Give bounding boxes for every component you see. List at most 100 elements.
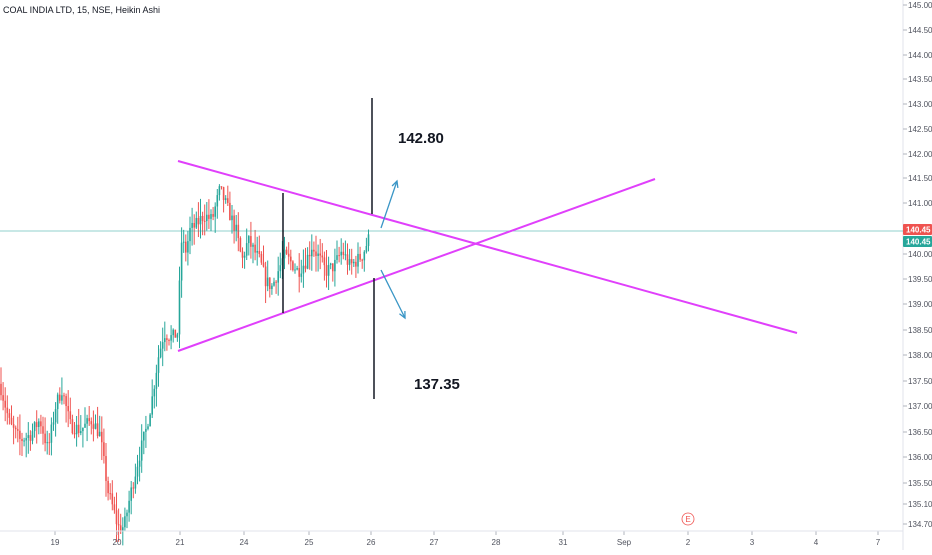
candle-body [350, 259, 353, 264]
candle-body [2, 395, 4, 401]
candle-body [56, 394, 59, 410]
candle-body [94, 423, 97, 429]
candle-body [367, 234, 370, 246]
candle-body [363, 251, 366, 261]
candle-body [105, 456, 107, 481]
candle-body [119, 525, 122, 532]
last-price-badge [903, 224, 932, 235]
candle-body [23, 440, 25, 442]
candle-body [117, 524, 120, 526]
price-tick-label: 137.00 [908, 402, 932, 411]
candle-body [29, 435, 32, 441]
candle-body [170, 335, 172, 341]
candle-body [0, 383, 2, 396]
candle-body [161, 342, 164, 349]
price-tick-label: 144.50 [908, 26, 932, 35]
candle-body [113, 504, 116, 511]
candle-body [80, 431, 82, 434]
candle-body [308, 254, 311, 257]
candle-body [145, 428, 147, 432]
candle-body [321, 255, 324, 258]
price-tick-label: 139.50 [908, 275, 932, 284]
candle-body [296, 268, 298, 270]
candle-body [111, 493, 114, 505]
candle-body [65, 396, 67, 407]
price-tick-label: 139.00 [908, 300, 932, 309]
candle-body [214, 206, 216, 217]
candle-body [40, 421, 42, 427]
breakout-up-arrow[interactable] [380, 180, 398, 229]
candle-body [164, 338, 166, 343]
candle-body [69, 411, 72, 420]
time-axis[interactable]: 19 20 21 24 25 26 27 28 31 Sep 2 3 4 7 E [0, 512, 903, 547]
price-axis[interactable]: 145.00 144.50 144.00 143.50 143.00 142.50 142.… [903, 1, 932, 529]
candle-body [98, 431, 101, 437]
candle-body [269, 277, 271, 290]
candle-body [283, 249, 286, 259]
candle-body [222, 187, 225, 201]
candle-body [25, 438, 27, 441]
price-tick-label: 138.50 [908, 326, 932, 335]
candle-body [71, 419, 74, 434]
upside-target-label: 142.80 [398, 130, 444, 147]
candle-body [294, 269, 296, 271]
candle-body [357, 253, 359, 267]
upper-trendline[interactable] [177, 160, 798, 334]
candle-body [10, 417, 13, 425]
candle-body [254, 244, 256, 253]
candle-body [107, 480, 109, 494]
candle-body [27, 435, 30, 439]
candle-body [218, 186, 221, 196]
candle-body [42, 426, 44, 434]
candle-body [332, 263, 334, 272]
candle-body [61, 395, 63, 401]
candle-body [193, 222, 195, 228]
candle-body [241, 251, 244, 258]
candle-body [46, 442, 48, 444]
price-tick-label: 141.50 [908, 174, 932, 183]
candle-body [264, 266, 267, 287]
time-tick-label: 4 [814, 538, 819, 547]
candle-body [101, 431, 103, 443]
candle-body [336, 255, 338, 260]
earnings-event-icon[interactable] [681, 512, 695, 526]
candle-body [174, 329, 177, 338]
candle-body [159, 348, 162, 358]
candle-body [155, 372, 158, 389]
candle-body [300, 273, 303, 277]
breakout-up-arrow-head [391, 179, 399, 189]
candle-body [216, 195, 219, 207]
candle-body [136, 466, 139, 477]
candle-body [140, 440, 143, 461]
candle-body [317, 253, 319, 257]
candle-body [252, 244, 254, 247]
candle-body [260, 253, 263, 263]
candle-body [206, 214, 208, 222]
candle-body [84, 423, 86, 428]
time-tick-label: 28 [492, 538, 501, 547]
lower-trendline[interactable] [177, 178, 656, 352]
candle-body [77, 424, 80, 434]
candle-body [157, 357, 160, 373]
price-tick-label: 142.50 [908, 125, 932, 134]
candle-body [334, 259, 336, 272]
time-tick-label: 19 [51, 538, 60, 547]
last-price-badge-label: 140.45 [906, 238, 931, 247]
candle-body [21, 438, 23, 442]
candle-body [271, 285, 273, 290]
candle-body [54, 409, 57, 423]
price-tick-label: 142.00 [908, 150, 932, 159]
candle-body [96, 423, 99, 437]
candle-body [361, 259, 363, 261]
drawings[interactable]: 142.80 137.35 [177, 98, 798, 399]
candle-body [182, 241, 185, 243]
candle-body [19, 430, 21, 439]
breakout-down-arrow[interactable] [380, 269, 406, 319]
candle-body [134, 476, 137, 489]
candle-body [329, 263, 332, 266]
candle-body [210, 214, 212, 219]
candle-body [338, 255, 340, 257]
candle-body [315, 251, 317, 257]
